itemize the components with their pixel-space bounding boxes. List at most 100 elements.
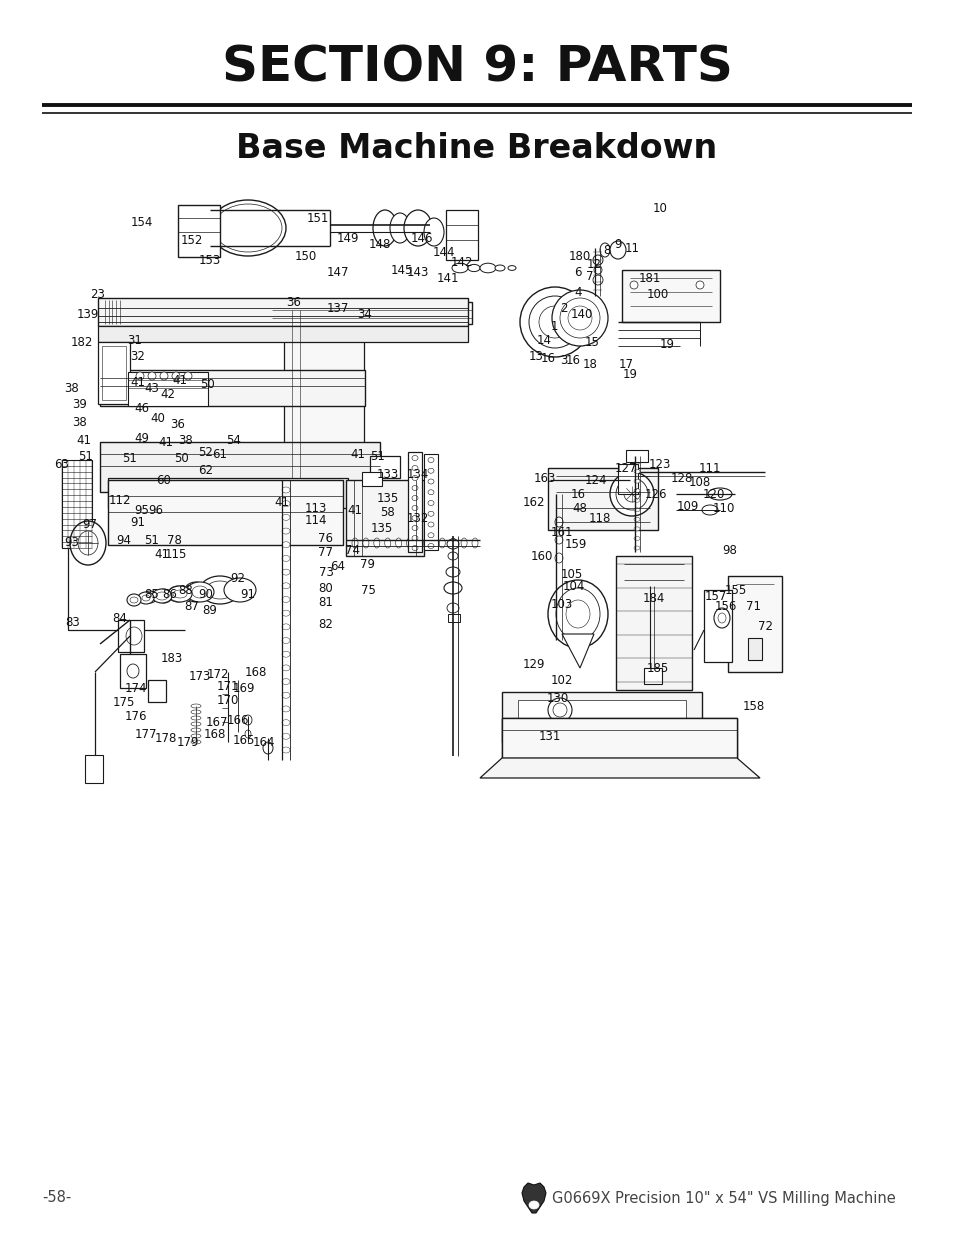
Ellipse shape bbox=[172, 590, 187, 598]
Ellipse shape bbox=[629, 282, 638, 289]
Ellipse shape bbox=[70, 521, 106, 564]
Text: 139: 139 bbox=[77, 309, 99, 321]
Bar bbox=[98, 342, 130, 404]
Text: SECTION 9: PARTS: SECTION 9: PARTS bbox=[221, 44, 732, 91]
Ellipse shape bbox=[282, 678, 290, 684]
Ellipse shape bbox=[428, 511, 434, 516]
Text: 149: 149 bbox=[336, 231, 359, 245]
Text: 79: 79 bbox=[360, 557, 375, 571]
Text: 16: 16 bbox=[570, 488, 585, 500]
Ellipse shape bbox=[168, 585, 192, 601]
Text: 13: 13 bbox=[528, 350, 543, 363]
Text: 72: 72 bbox=[758, 620, 773, 632]
Polygon shape bbox=[561, 634, 594, 668]
Ellipse shape bbox=[696, 282, 703, 289]
Text: 102: 102 bbox=[550, 673, 573, 687]
Polygon shape bbox=[479, 758, 760, 778]
Ellipse shape bbox=[282, 747, 290, 753]
Ellipse shape bbox=[282, 706, 290, 711]
Text: 172: 172 bbox=[207, 667, 229, 680]
Text: 19: 19 bbox=[622, 368, 637, 382]
Ellipse shape bbox=[244, 715, 252, 725]
Text: 120: 120 bbox=[702, 489, 724, 501]
Text: 132: 132 bbox=[406, 513, 429, 526]
Text: 16: 16 bbox=[540, 352, 555, 364]
Text: 71: 71 bbox=[745, 599, 760, 613]
Bar bbox=[120, 655, 146, 688]
Text: 163: 163 bbox=[534, 472, 556, 484]
Ellipse shape bbox=[143, 592, 157, 603]
Text: 154: 154 bbox=[131, 216, 153, 230]
Bar bbox=[355, 317, 377, 336]
Bar bbox=[747, 638, 761, 659]
Ellipse shape bbox=[556, 588, 599, 640]
Bar bbox=[501, 692, 701, 742]
Ellipse shape bbox=[282, 583, 290, 589]
Ellipse shape bbox=[701, 505, 718, 515]
Ellipse shape bbox=[634, 508, 639, 511]
Text: 109: 109 bbox=[676, 499, 699, 513]
Text: 41: 41 bbox=[158, 436, 173, 448]
Text: 166: 166 bbox=[227, 714, 249, 726]
Ellipse shape bbox=[210, 200, 286, 256]
Bar bbox=[85, 755, 103, 783]
Ellipse shape bbox=[412, 485, 417, 490]
Ellipse shape bbox=[428, 543, 434, 548]
Ellipse shape bbox=[126, 627, 142, 645]
Text: 165: 165 bbox=[233, 734, 254, 746]
Text: 168: 168 bbox=[245, 666, 267, 678]
Text: 1: 1 bbox=[550, 320, 558, 332]
Text: 170: 170 bbox=[216, 694, 239, 706]
Ellipse shape bbox=[282, 569, 290, 576]
Ellipse shape bbox=[384, 538, 391, 548]
Ellipse shape bbox=[634, 498, 639, 503]
Ellipse shape bbox=[213, 204, 282, 252]
Text: 43: 43 bbox=[145, 382, 159, 394]
Bar bbox=[448, 614, 459, 622]
Ellipse shape bbox=[565, 600, 589, 629]
Ellipse shape bbox=[412, 505, 417, 510]
Ellipse shape bbox=[412, 546, 417, 551]
Text: 130: 130 bbox=[546, 692, 569, 704]
Text: 41: 41 bbox=[76, 433, 91, 447]
Bar bbox=[98, 326, 468, 342]
Ellipse shape bbox=[172, 372, 180, 380]
Bar bbox=[102, 346, 126, 400]
Ellipse shape bbox=[428, 532, 434, 537]
Text: 74: 74 bbox=[345, 543, 360, 557]
Text: 182: 182 bbox=[71, 336, 93, 348]
Ellipse shape bbox=[282, 651, 290, 657]
Ellipse shape bbox=[634, 527, 639, 531]
Ellipse shape bbox=[623, 487, 639, 501]
Ellipse shape bbox=[428, 468, 434, 473]
Ellipse shape bbox=[713, 608, 729, 629]
Text: 118: 118 bbox=[588, 511, 611, 525]
Text: 167: 167 bbox=[206, 715, 228, 729]
Text: 111: 111 bbox=[698, 462, 720, 474]
Ellipse shape bbox=[559, 298, 599, 338]
Bar bbox=[272, 303, 472, 324]
Text: 19: 19 bbox=[659, 338, 674, 352]
Text: 38: 38 bbox=[65, 382, 79, 394]
Ellipse shape bbox=[191, 722, 201, 726]
Ellipse shape bbox=[412, 526, 417, 531]
Text: 131: 131 bbox=[538, 730, 560, 742]
Bar bbox=[361, 472, 381, 487]
Text: 42: 42 bbox=[160, 389, 175, 401]
Text: 17: 17 bbox=[618, 357, 633, 370]
Ellipse shape bbox=[78, 531, 98, 555]
Bar bbox=[446, 210, 477, 261]
Text: 77: 77 bbox=[318, 546, 334, 558]
Ellipse shape bbox=[282, 637, 290, 643]
Ellipse shape bbox=[634, 479, 639, 483]
Text: 61: 61 bbox=[213, 448, 227, 462]
Text: 180: 180 bbox=[568, 251, 591, 263]
Bar bbox=[618, 464, 638, 494]
Ellipse shape bbox=[160, 372, 168, 380]
Text: 14: 14 bbox=[536, 333, 551, 347]
Polygon shape bbox=[501, 718, 737, 758]
Ellipse shape bbox=[403, 210, 432, 246]
Text: 2: 2 bbox=[559, 301, 567, 315]
Ellipse shape bbox=[130, 597, 138, 603]
Bar bbox=[423, 454, 437, 550]
